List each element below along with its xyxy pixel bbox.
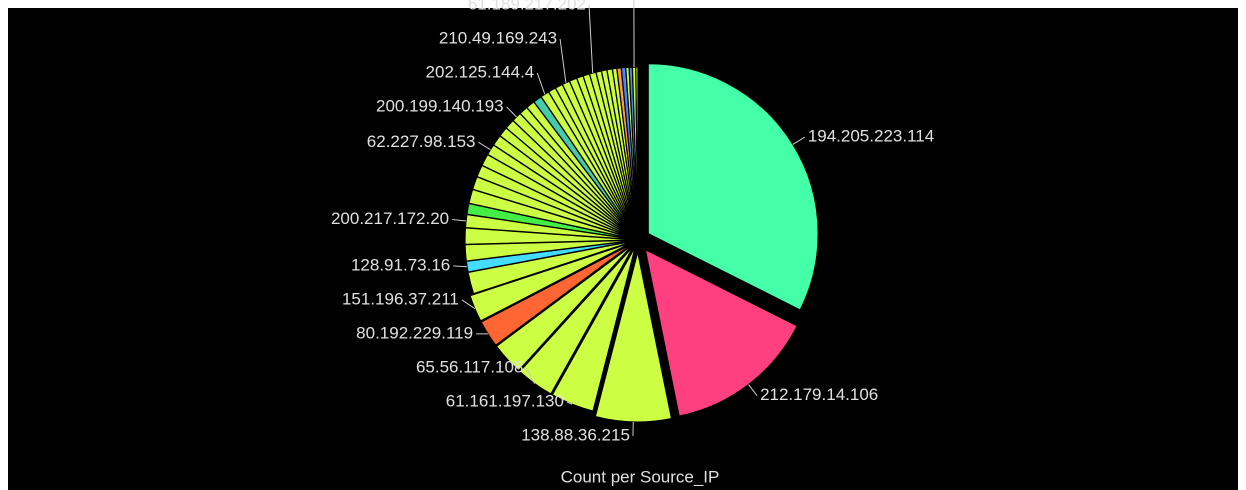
slice-label: 200.217.172.20 (331, 209, 449, 228)
leader-line (566, 401, 573, 405)
slice-label: 200.199.140.193 (376, 96, 504, 115)
pie-slice (518, 245, 635, 395)
pie-slice (495, 244, 634, 372)
leader-line (748, 384, 758, 396)
pie-slice (647, 63, 819, 311)
leader-line (588, 4, 594, 74)
slice-label: 65.56.117.108 (416, 357, 523, 376)
slice-label: 212.179.14.106 (760, 385, 878, 404)
slice-label: 128.91.73.16 (351, 255, 450, 274)
pie-slice (480, 243, 633, 347)
leader-line (525, 367, 536, 384)
chart-title: Count per Source_IP (561, 467, 720, 486)
pie-slice (644, 248, 799, 417)
slice-label: 61.161.197.130 (446, 391, 564, 410)
leader-line (461, 299, 476, 309)
leader-line (506, 106, 517, 118)
leader-line (478, 141, 491, 151)
leader-line (792, 136, 806, 145)
slice-label: 138.88.36.215 (521, 425, 630, 444)
slice-label: 194.205.223.114 (808, 127, 934, 146)
slice-label: 202.125.144.4 (426, 62, 535, 81)
slice-label: 80.192.229.119 (356, 323, 473, 342)
slice-label: 62.227.98.153 (367, 132, 476, 151)
leader-line (559, 38, 567, 83)
slice-label: 61.189.217.202 (468, 0, 586, 13)
slice-label: 210.49.169.243 (439, 28, 557, 47)
pie-slice (635, 66, 639, 238)
leader-line (536, 72, 546, 95)
pie-slice (594, 251, 673, 423)
leader-line (453, 265, 468, 268)
pie-slice (469, 242, 632, 322)
slice-label: 151.196.37.211 (342, 289, 459, 308)
leader-line (452, 218, 467, 222)
